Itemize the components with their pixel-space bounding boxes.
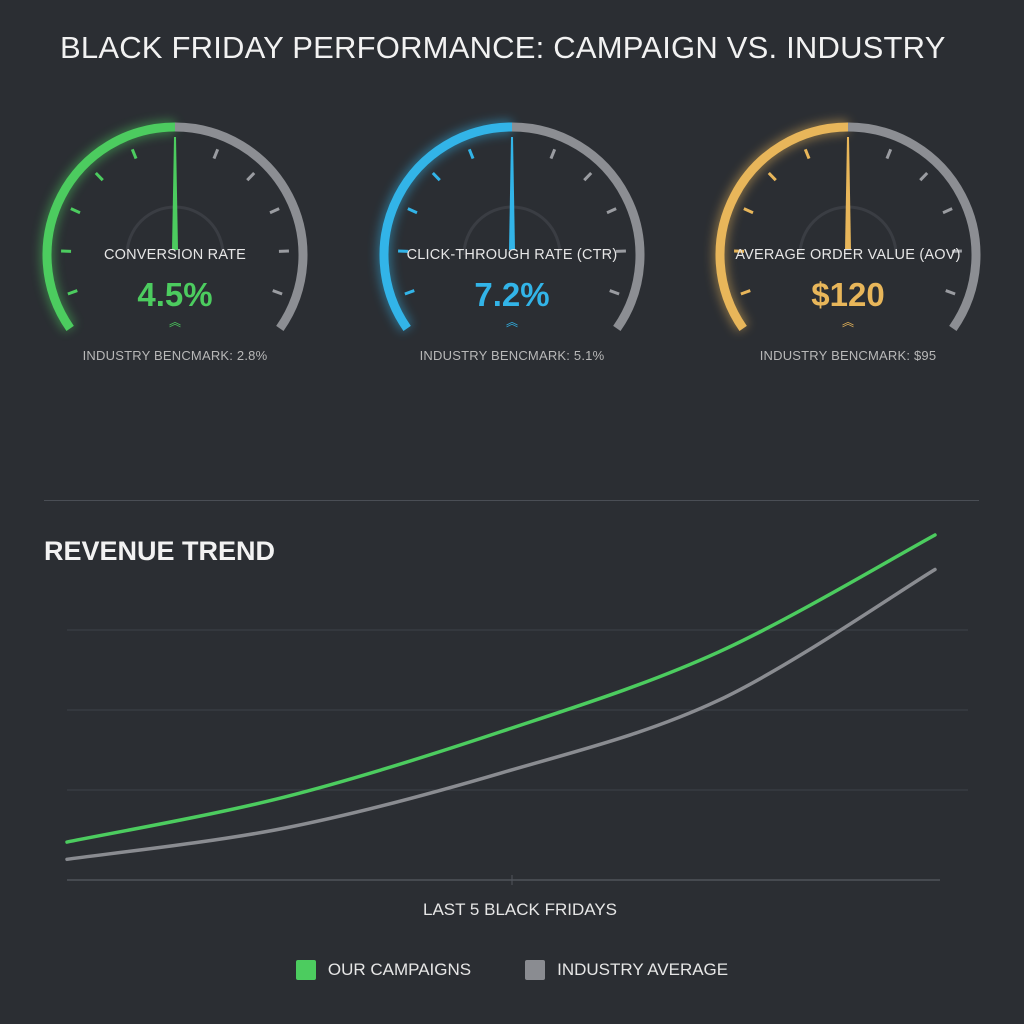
gauge-conversion-rate: CONVERSION RATE 4.5% ︽ INDUSTRY BENCMARK… bbox=[30, 110, 320, 380]
legend-item-industry-average: INDUSTRY AVERAGE bbox=[525, 960, 728, 980]
gauge-arc-remaining bbox=[174, 122, 308, 331]
series-line-industry-average bbox=[65, 567, 937, 862]
gauge-tick bbox=[583, 171, 593, 182]
gauge-benchmark: INDUSTRY BENCMARK: 2.8% bbox=[82, 348, 268, 363]
gauge-benchmark: INDUSTRY BENCMARK: $95 bbox=[759, 348, 937, 363]
gauge-dial bbox=[40, 120, 308, 333]
gauge-tick bbox=[404, 289, 415, 296]
gauge-tick bbox=[945, 289, 956, 296]
gauge-tick bbox=[94, 171, 104, 182]
gauge-value: 4.5% bbox=[137, 276, 213, 313]
gauge-label: CLICK-THROUGH RATE (CTR) bbox=[406, 247, 618, 263]
gauge-tick bbox=[740, 289, 751, 296]
legend-item-our-campaigns: OUR CAMPAIGNS bbox=[295, 960, 472, 980]
chevron-up-icon: ︽ bbox=[505, 315, 518, 329]
series-line-our-campaigns bbox=[65, 533, 937, 844]
gauge-tick bbox=[130, 148, 138, 160]
gauge-tick bbox=[743, 207, 754, 215]
page-title: BLACK FRIDAY PERFORMANCE: CAMPAIGN VS. I… bbox=[60, 30, 946, 65]
gauge-value: 7.2% bbox=[474, 276, 550, 313]
chart-legend: OUR CAMPAIGNS INDUSTRY AVERAGE bbox=[0, 960, 1024, 980]
gauge-needle bbox=[509, 137, 515, 250]
gauge-label: AVERAGE ORDER VALUE (AOV) bbox=[735, 247, 961, 263]
gauge-tick bbox=[269, 207, 280, 215]
chevron-up-icon: ︽ bbox=[841, 315, 854, 329]
gauge-tick bbox=[212, 148, 220, 160]
legend-swatch bbox=[295, 960, 316, 980]
gauge-value: $120 bbox=[811, 276, 885, 313]
gauge-tick bbox=[549, 148, 557, 160]
gauge-tick bbox=[70, 207, 81, 215]
gauge-arc-filled bbox=[379, 122, 513, 331]
gauge-tick bbox=[407, 207, 418, 215]
chevron-up-icon: ︽ bbox=[168, 315, 181, 329]
legend-label: INDUSTRY AVERAGE bbox=[557, 960, 729, 979]
gauge-tick bbox=[609, 289, 620, 296]
gauge-tick bbox=[431, 171, 441, 182]
chart-title: REVENUE TREND bbox=[44, 536, 276, 566]
legend-label: OUR CAMPAIGNS bbox=[327, 960, 472, 979]
legend-swatch bbox=[525, 960, 546, 980]
gauge-tick bbox=[767, 171, 777, 182]
gauge-tick bbox=[467, 148, 475, 160]
gauge-dial bbox=[713, 120, 981, 333]
gauge-arc-remaining bbox=[511, 122, 645, 331]
revenue-trend-chart bbox=[65, 533, 968, 885]
gauge-tick bbox=[942, 207, 953, 215]
gauge-tick bbox=[67, 289, 78, 296]
gauge-arc-filled bbox=[42, 122, 176, 331]
gauge-arc-remaining bbox=[847, 122, 981, 331]
gauge-tick bbox=[272, 289, 283, 296]
gauge-average-order-value: AVERAGE ORDER VALUE (AOV) $120 ︽ INDUSTR… bbox=[703, 110, 993, 380]
gauge-tick bbox=[885, 148, 893, 160]
gauge-click-through-rate: CLICK-THROUGH RATE (CTR) 7.2% ︽ INDUSTRY… bbox=[367, 110, 657, 380]
gauge-dial bbox=[377, 120, 645, 333]
gauge-tick bbox=[803, 148, 811, 160]
x-axis-label: LAST 5 BLACK FRIDAYS bbox=[423, 900, 617, 919]
gauge-tick bbox=[919, 171, 929, 182]
gauge-needle bbox=[172, 137, 178, 250]
gauge-label: CONVERSION RATE bbox=[103, 247, 247, 263]
gauge-tick bbox=[246, 171, 256, 182]
section-divider bbox=[44, 500, 979, 501]
gauge-tick bbox=[606, 207, 617, 215]
gauge-benchmark: INDUSTRY BENCMARK: 5.1% bbox=[419, 348, 605, 363]
gauge-arc-filled bbox=[715, 122, 849, 331]
gauge-needle bbox=[845, 137, 851, 250]
